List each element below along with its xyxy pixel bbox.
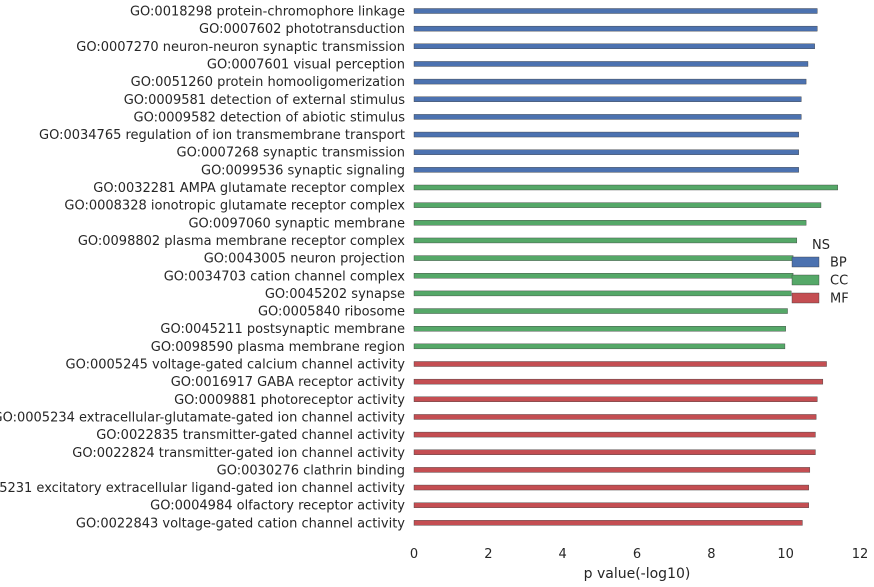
bar-mf <box>413 378 824 385</box>
bar-mf <box>413 467 811 473</box>
category-label: GO:0034765 regulation of ion transmembra… <box>39 128 405 143</box>
bars-layer <box>413 8 838 526</box>
x-tick-label: 0 <box>410 547 418 562</box>
bar-bp <box>413 61 809 67</box>
category-label: GO:0005234 extracellular-glutamate-gated… <box>0 410 405 425</box>
bar-bp <box>413 25 818 32</box>
bar-mf <box>413 361 827 367</box>
category-label: GO:0022843 voltage-gated cation channel … <box>76 516 405 531</box>
category-label: GO:0098802 plasma membrane receptor comp… <box>78 234 405 249</box>
bar-bp <box>413 131 799 138</box>
category-label: GO:0022835 transmitter-gated channel act… <box>96 428 405 443</box>
category-label: GO:0009582 detection of abiotic stimulus <box>134 110 406 125</box>
bar-bp <box>413 114 802 120</box>
bar-bp <box>413 43 815 49</box>
bar-mf <box>413 431 816 438</box>
bar-mf <box>413 502 809 508</box>
category-label: GO:0008328 ionotropic glutamate receptor… <box>64 199 405 214</box>
bar-cc <box>413 184 838 191</box>
category-label: GO:0009581 detection of external stimulu… <box>124 93 406 108</box>
bar-bp <box>413 8 818 14</box>
category-label: GO:0007268 synaptic transmission <box>177 146 405 161</box>
x-tick-label: 8 <box>707 547 715 562</box>
category-label: GO:0045211 postsynaptic membrane <box>160 322 405 337</box>
x-axis-ticks: 0 2 4 6 8 10 12 <box>410 547 868 562</box>
category-label: GO:0045202 synapse <box>265 287 405 302</box>
bar-cc <box>413 290 792 297</box>
x-tick-label: 6 <box>633 547 641 562</box>
category-label: GO:0005245 voltage-gated calcium channel… <box>66 358 406 373</box>
category-label: GO:0018298 protein-chromophore linkage <box>130 5 405 20</box>
bar-cc <box>413 202 822 208</box>
x-tick-label: 2 <box>484 547 492 562</box>
bar-bp <box>413 149 799 155</box>
legend-title: NS <box>812 238 830 253</box>
category-label: GO:0009881 photoreceptor activity <box>174 393 405 408</box>
category-label: GO:0005840 ribosome <box>258 305 405 320</box>
category-label: GO:0005231 excitatory extracellular liga… <box>0 481 405 496</box>
category-label: GO:0030276 clathrin binding <box>217 463 405 478</box>
category-label: GO:0007602 phototransduction <box>199 22 405 37</box>
legend-swatch-mf <box>791 292 820 304</box>
bar-mf <box>413 520 803 526</box>
legend-swatch-cc <box>791 274 820 286</box>
bar-mf <box>413 449 816 455</box>
category-label: GO:0034703 cation channel complex <box>164 269 406 284</box>
bar-cc <box>413 255 794 261</box>
category-label: GO:0051260 protein homooligomerization <box>131 75 405 90</box>
legend: NS BP CC MF <box>791 238 849 307</box>
category-label: GO:0004984 olfactory receptor activity <box>150 499 405 514</box>
x-axis-label: p value(-log10) <box>584 566 691 582</box>
x-tick-label: 12 <box>852 547 869 562</box>
legend-label-mf: MF <box>830 292 849 307</box>
legend-swatch-bp <box>791 256 820 268</box>
category-label: GO:0022824 transmitter-gated ion channel… <box>72 446 405 461</box>
bar-cc <box>413 343 786 350</box>
category-label: GO:0098590 plasma membrane region <box>151 340 405 355</box>
legend-label-cc: CC <box>830 274 848 289</box>
bar-mf <box>413 414 817 420</box>
bar-cc <box>413 308 788 314</box>
bar-mf <box>413 484 809 491</box>
category-label: GO:0007601 visual perception <box>207 57 405 72</box>
category-label: GO:0097060 synaptic membrane <box>188 216 405 231</box>
category-label: GO:0016917 GABA receptor activity <box>171 375 406 390</box>
category-labels: GO:0018298 protein-chromophore linkage GO… <box>0 5 405 532</box>
category-label: GO:0032281 AMPA glutamate receptor compl… <box>93 181 405 196</box>
bar-bp <box>413 96 802 102</box>
bar-cc <box>413 326 786 332</box>
x-tick-label: 10 <box>777 547 794 562</box>
x-tick-label: 4 <box>559 547 567 562</box>
bar-bp <box>413 167 799 173</box>
bar-cc <box>413 237 798 244</box>
bar-cc <box>413 220 807 226</box>
category-label: GO:0099536 synaptic signaling <box>201 163 405 178</box>
bar-bp <box>413 78 807 85</box>
bar-mf <box>413 396 818 402</box>
category-label: GO:0043005 neuron projection <box>204 252 405 267</box>
bar-cc <box>413 273 794 279</box>
legend-label-bp: BP <box>830 256 847 271</box>
category-label: GO:0007270 neuron-neuron synaptic transm… <box>76 40 405 55</box>
